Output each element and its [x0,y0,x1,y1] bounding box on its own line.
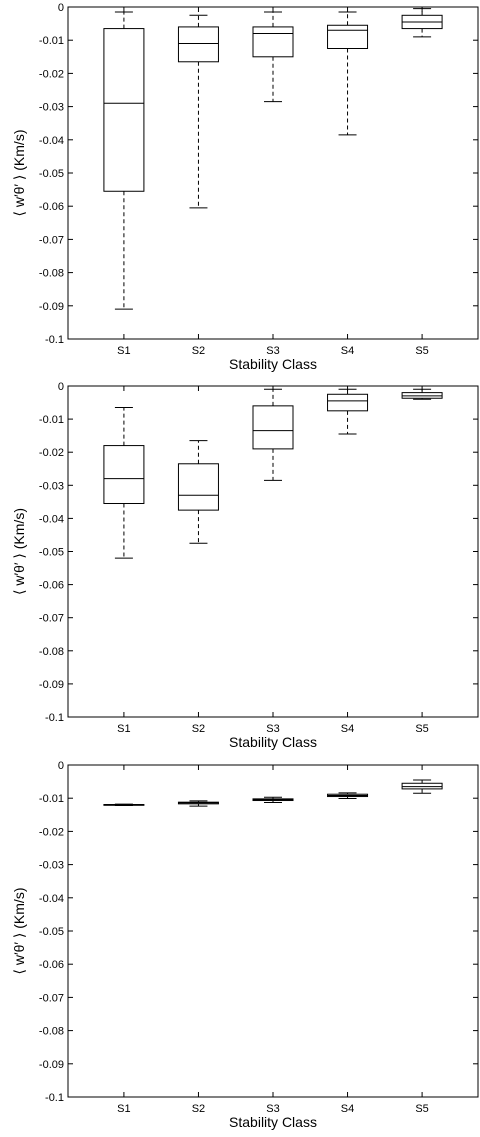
y-tick-label: -0.1 [45,1092,64,1104]
y-axis-label: ⟨ w′θ′ ⟩ (Km/s) [11,130,27,217]
x-tick-label-s4: S4 [341,1103,354,1115]
x-tick-label-s4: S4 [341,345,354,357]
x-tick-label-s5: S5 [415,1103,428,1115]
box-s3 [252,796,294,804]
x-tick-label-s2: S2 [192,345,205,357]
x-tick-label-s1: S1 [117,345,130,357]
box-s4 [327,792,369,800]
chart-panel-3: 0 -0.01 -0.02 -0.03 -0.04 -0.05 -0.06 -0.07 -0.0… [11,760,479,1130]
y-tick-label: -0.09 [39,1059,64,1071]
box-s4 [327,388,369,435]
y-tick-label: -0.08 [39,268,64,280]
box-s3 [252,11,294,103]
box-s1 [103,803,145,807]
y-tick-label: -0.07 [39,613,64,625]
iqr-box [327,393,369,412]
x-axis-label: Stability Class [229,356,317,372]
y-tick-label: -0.08 [39,646,64,658]
y-tick-label: -0.02 [39,447,64,459]
y-tick-label: 0 [58,381,64,393]
box-s5 [401,779,443,794]
y-tick-label: -0.09 [39,301,64,313]
y-axis-label: ⟨ w′θ′ ⟩ (Km/s) [11,508,27,595]
y-tick-label: -0.06 [39,201,64,213]
iqr-box [177,463,219,511]
x-tick-label-s1: S1 [117,1103,130,1115]
x-tick-label-s3: S3 [266,723,279,735]
chart-panel-2: 0 -0.01 -0.02 -0.03 -0.04 -0.05 -0.06 -0.07 -0.0… [11,381,479,750]
y-tick-label: -0.03 [39,102,64,114]
box-s1 [103,11,145,310]
x-axis-label: Stability Class [229,734,317,750]
y-tick-label: 0 [58,2,64,14]
y-tick-label: -0.04 [39,135,64,147]
x-tick-label-s3: S3 [266,1103,279,1115]
y-tick-label: -0.04 [39,893,64,905]
y-tick-label: -0.1 [45,712,64,724]
iqr-box [177,26,219,63]
box-s2 [177,800,219,807]
x-tick-label-s2: S2 [192,1103,205,1115]
y-tick-label: -0.05 [39,926,64,938]
y-tick-label: -0.02 [39,68,64,80]
iqr-box [252,26,294,58]
box-s4 [327,11,369,136]
y-tick-label: -0.07 [39,234,64,246]
y-tick-label: -0.01 [39,414,64,426]
y-tick-label: -0.06 [39,580,64,592]
y-axis-label: ⟨ w′θ′ ⟩ (Km/s) [11,888,27,975]
iqr-box [103,28,145,192]
y-tick-label: -0.02 [39,826,64,838]
box-s5 [401,8,443,38]
y-tick-label: -0.09 [39,679,64,691]
x-tick-label-s4: S4 [341,723,354,735]
x-tick-label-s2: S2 [192,723,205,735]
plot-frame [67,764,479,1098]
y-tick-label: -0.08 [39,1026,64,1038]
box-s5 [401,388,443,400]
box-s1 [103,407,145,559]
chart-panel-1: 0 -0.01 -0.02 -0.03 -0.04 -0.05 -0.06 -0.07 -0.0… [11,2,479,372]
x-axis-label: Stability Class [229,1114,317,1130]
box-s3 [252,388,294,481]
y-tick-label: -0.05 [39,547,64,559]
box-s2 [177,440,219,544]
y-tick-label: -0.1 [45,334,64,346]
y-tick-label: -0.01 [39,35,64,47]
x-tick-label-s5: S5 [415,723,428,735]
y-tick-label: -0.03 [39,480,64,492]
y-tick-label: -0.03 [39,860,64,872]
x-tick-label-s3: S3 [266,345,279,357]
y-tick-label: -0.04 [39,513,64,525]
x-tick-label-s5: S5 [415,345,428,357]
iqr-box [103,445,145,505]
x-tick-label-s1: S1 [117,723,130,735]
y-tick-label: -0.06 [39,959,64,971]
y-tick-label: -0.01 [39,793,64,805]
y-tick-label: 0 [58,760,64,772]
y-tick-label: -0.07 [39,992,64,1004]
y-tick-label: -0.05 [39,168,64,180]
iqr-box [252,405,294,450]
iqr-box [327,24,369,49]
box-s2 [177,14,219,209]
